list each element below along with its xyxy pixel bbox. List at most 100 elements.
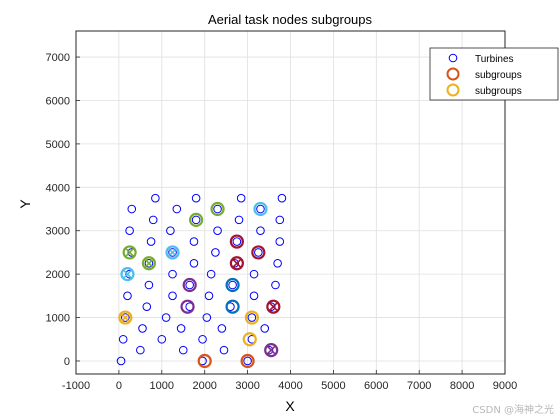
turbine-point (204, 291, 214, 301)
subgroup-point (266, 299, 281, 314)
data-series (116, 193, 287, 369)
x-tick-label: -1000 (62, 380, 90, 392)
turbine-point (219, 345, 229, 355)
cross-marker-series (125, 248, 153, 268)
y-tick-label: 6000 (46, 95, 70, 107)
turbine-point (275, 237, 285, 246)
subgroup-point (120, 267, 135, 282)
subgroup-point (182, 277, 197, 293)
legend-entry-subgroups-orange: subgroups (446, 67, 522, 81)
turbine-point (228, 280, 237, 290)
y-axis-ticks: 0 1000 2000 3000 4000 5000 6000 7000 (46, 52, 80, 368)
subgroup-point (264, 343, 279, 358)
turbine-point (125, 226, 134, 236)
turbine-point (151, 193, 160, 203)
subgroup-series (180, 277, 279, 358)
legend-marker-turbines (448, 53, 458, 63)
subgroup-point (197, 353, 212, 369)
cross-marker-series (121, 313, 130, 322)
x-axis-label: X (285, 398, 295, 414)
x-axis-ticks: -1000 0 1000 2000 3000 4000 5000 6000 7000 8000 90… (62, 370, 517, 392)
x-tick-label: 4000 (278, 380, 302, 392)
cross-mark (267, 346, 276, 355)
turbine-point (176, 324, 186, 333)
turbine-point (148, 215, 158, 225)
cross-mark (121, 313, 130, 322)
turbine-point (166, 226, 175, 236)
cross-mark (125, 248, 134, 257)
turbine-point (185, 280, 194, 290)
legend-marker-subgroups-orange (446, 67, 460, 81)
subgroup-series (120, 201, 268, 282)
turbine-point (202, 313, 212, 322)
turbine-point (254, 248, 263, 257)
subgroup-point (189, 212, 204, 227)
y-tick-label: 3000 (46, 226, 70, 238)
turbine-point (249, 269, 259, 279)
x-tick-label: 8000 (450, 380, 474, 392)
subgroup-point (229, 256, 244, 271)
turbine-point (247, 313, 257, 322)
y-tick-label: 4000 (46, 182, 70, 194)
y-tick-label: 5000 (46, 139, 70, 151)
subgroup-point (118, 310, 133, 325)
turbine-point (249, 291, 259, 301)
subgroup-point (240, 353, 255, 369)
turbine-point (206, 269, 216, 279)
subgroup-point (251, 245, 266, 260)
turbine-point (178, 345, 188, 355)
legend-label-subgroups-yellow: subgroups (475, 86, 522, 97)
cross-marker-series (232, 259, 278, 311)
turbine-point (191, 215, 201, 225)
turbine-point (121, 313, 130, 322)
cross-mark (232, 259, 241, 268)
turbine-point (168, 269, 177, 279)
turbine-point (161, 313, 171, 322)
turbine-point (168, 291, 177, 301)
turbine-point (144, 280, 154, 290)
legend: Turbines subgroups subgroups (429, 47, 559, 101)
subgroup-series (225, 277, 240, 314)
y-tick-label: 0 (64, 356, 70, 368)
subgroup-point (180, 299, 195, 314)
y-tick-label: 2000 (46, 269, 70, 281)
turbine-point (172, 204, 182, 214)
turbine-point (191, 193, 201, 203)
subgroup-series (197, 353, 255, 369)
turbine-point (256, 204, 265, 214)
turbine-point (142, 302, 152, 312)
turbine-point (127, 204, 137, 214)
turbine-point (256, 226, 265, 236)
x-tick-label: 2000 (192, 380, 216, 392)
turbine-point (116, 356, 126, 366)
turbine-point (138, 324, 147, 333)
turbine-point (273, 258, 282, 268)
x-tick-label: 6000 (364, 380, 388, 392)
subgroup-point (253, 201, 268, 217)
subgroup-point (122, 245, 137, 260)
cross-marker-series (267, 346, 276, 355)
turbine-point (236, 193, 246, 203)
cross-mark (269, 302, 278, 311)
legend-entry-turbines: Turbines (448, 53, 514, 65)
turbine-point (157, 334, 167, 344)
turbine-point (189, 258, 199, 268)
y-tick-label: 7000 (46, 52, 70, 64)
x-tick-label: 5000 (321, 380, 345, 392)
subgroup-point (242, 332, 257, 347)
legend-entry-subgroups-yellow: subgroups (446, 83, 522, 97)
legend-label-turbines: Turbines (475, 54, 514, 65)
grid-lines (75, 31, 506, 374)
turbine-point (243, 356, 252, 366)
turbine-point (189, 237, 199, 246)
turbine-point (275, 215, 285, 225)
legend-box (429, 47, 559, 101)
turbine-point (123, 291, 132, 301)
subgroup-point (141, 256, 157, 271)
chart-title: Aerial task nodes subgroups (208, 12, 373, 27)
turbine-point (277, 193, 287, 203)
y-axis-label: Y (17, 199, 33, 209)
x-tick-label: 1000 (150, 380, 174, 392)
x-tick-label: 0 (116, 380, 122, 392)
